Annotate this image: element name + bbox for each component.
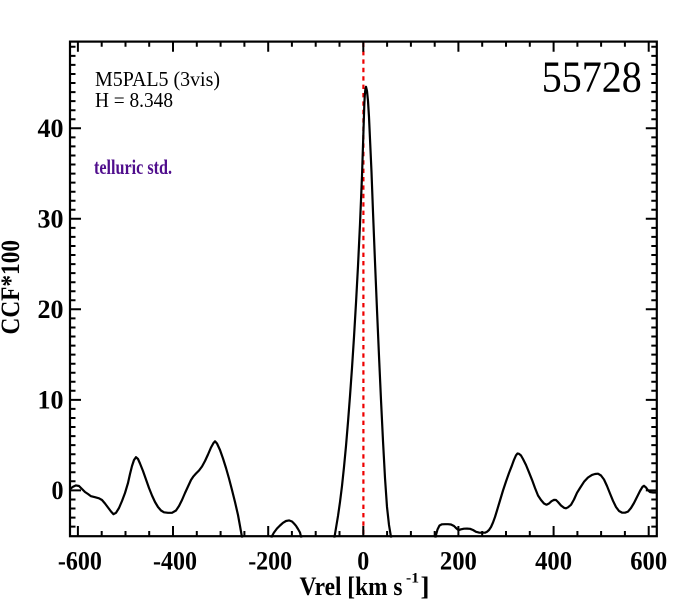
svg-text:0: 0 [52, 476, 64, 505]
svg-text:-400: -400 [153, 547, 197, 576]
svg-text:200: 200 [440, 547, 477, 576]
svg-text:CCF*100: CCF*100 [0, 240, 25, 335]
svg-text:]: ] [421, 572, 430, 600]
svg-text:telluric std.: telluric std. [94, 155, 172, 179]
svg-text:55728: 55728 [542, 53, 642, 102]
svg-text:Vrel [km s: Vrel [km s [300, 572, 403, 600]
svg-text:40: 40 [38, 114, 64, 143]
svg-text:400: 400 [535, 547, 572, 576]
svg-text:-1: -1 [406, 571, 419, 587]
svg-text:H = 8.348: H = 8.348 [95, 88, 173, 112]
svg-text:600: 600 [630, 547, 667, 576]
svg-text:20: 20 [38, 295, 64, 324]
svg-text:M5PAL5 (3vis): M5PAL5 (3vis) [95, 67, 220, 91]
svg-text:-600: -600 [58, 547, 102, 576]
svg-text:-200: -200 [248, 547, 292, 576]
svg-text:0: 0 [357, 547, 369, 576]
svg-text:10: 10 [38, 386, 64, 415]
svg-text:30: 30 [38, 205, 64, 234]
